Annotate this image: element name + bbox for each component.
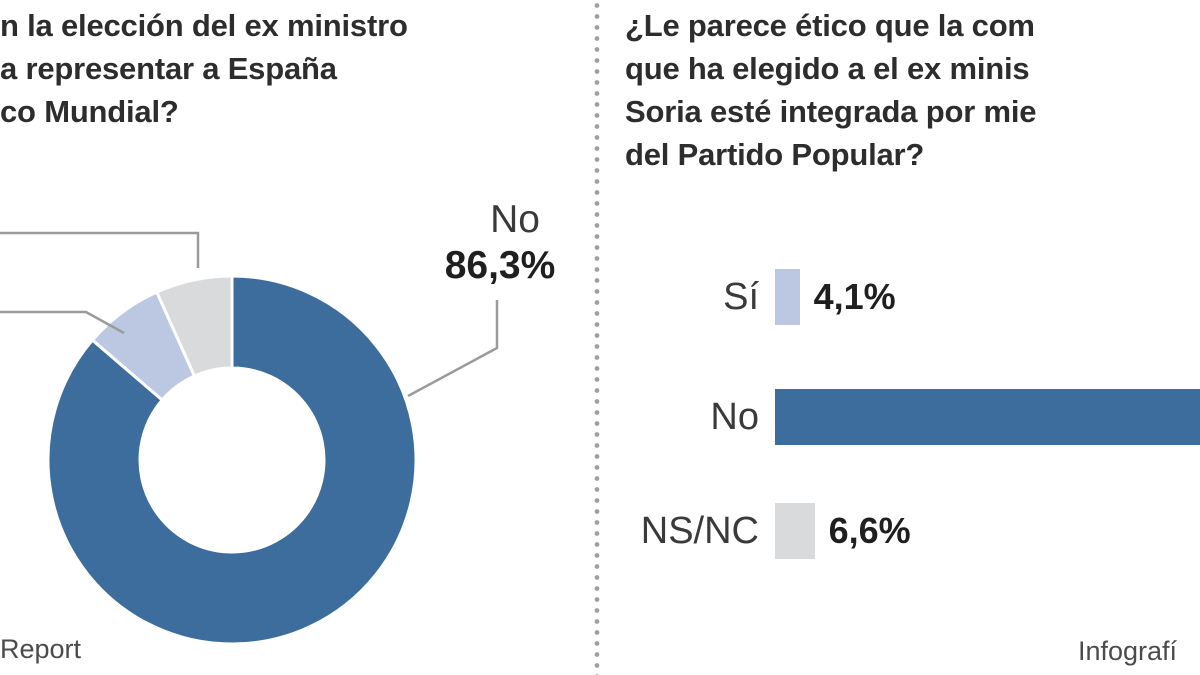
left-question-title: n la elección del ex ministro a represen…	[0, 4, 408, 133]
bar-value-nsnc: 6,6%	[828, 510, 911, 551]
donut-slice-unlabeled-light-blue-slice	[90, 290, 197, 403]
leader-line-no-slice	[407, 300, 499, 398]
leader-line-lightblue-slice	[0, 310, 125, 335]
bar-value-si: 4,1%	[813, 276, 896, 317]
donut-no-label: No	[490, 198, 540, 241]
right-question-line-3: Soria esté integrada por mie	[625, 94, 1037, 129]
bar-label-no: No	[710, 395, 759, 438]
infographic-credit: Infografí	[1078, 636, 1178, 666]
bar-si	[775, 269, 800, 325]
dotted-divider	[594, 0, 600, 675]
leader-line-gray-slice	[0, 231, 200, 268]
bar-row-si: Sí 4,1%	[625, 269, 1200, 325]
donut-slices	[46, 274, 418, 646]
left-question-line-1: n la elección del ex ministro	[0, 8, 408, 43]
right-question-line-4: del Partido Popular?	[625, 137, 925, 172]
donut-slice-unlabeled-gray-slice	[154, 274, 234, 379]
right-question-line-2: que ha elegido a el ex minis	[625, 51, 1030, 86]
bar-label-nsnc: NS/NC	[640, 509, 759, 552]
bar-row-no: No	[625, 389, 1200, 445]
donut-slice-No	[46, 274, 418, 646]
donut-no-value: 86,3%	[444, 244, 556, 287]
right-question-line-1: ¿Le parece ético que la com	[625, 8, 1035, 43]
right-question-title: ¿Le parece ético que la com que ha elegi…	[625, 4, 1037, 176]
bar-label-si: Sí	[723, 275, 759, 318]
left-question-line-2: a representar a España	[0, 51, 337, 86]
bar-no	[775, 389, 1200, 445]
left-question-line-3: co Mundial?	[0, 94, 179, 129]
bar-nsnc	[775, 503, 815, 559]
source-credit: Report	[0, 634, 82, 664]
bar-row-nsnc: NS/NC 6,6%	[625, 503, 1200, 559]
